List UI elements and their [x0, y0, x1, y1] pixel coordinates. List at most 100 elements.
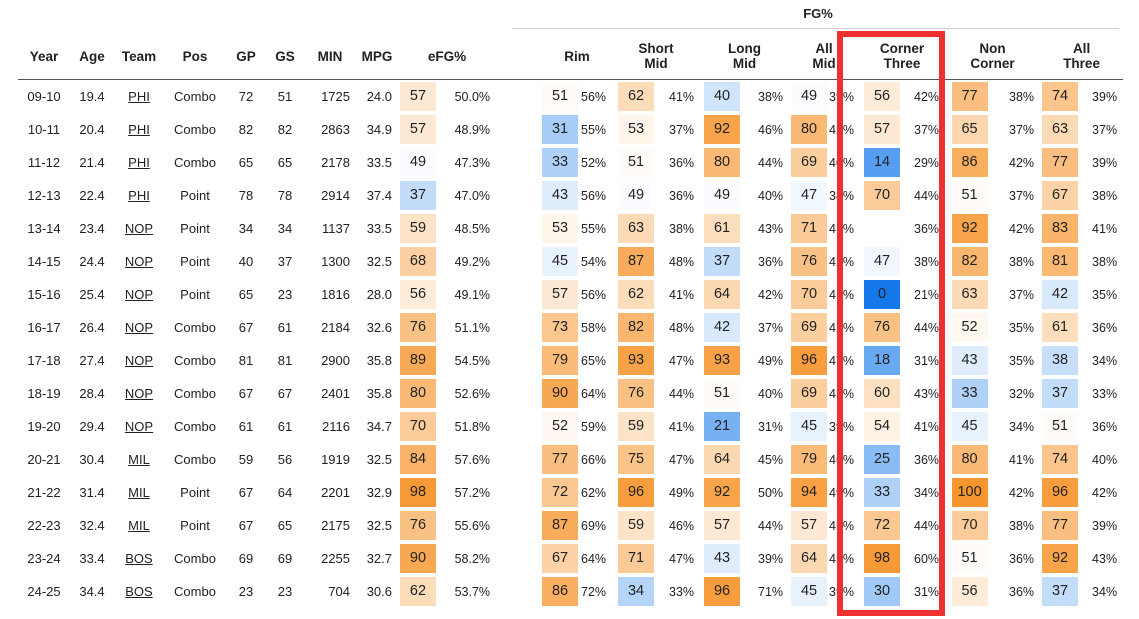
col-header-all-mid[interactable]: All Mid [789, 33, 859, 80]
cell-age: 26.4 [79, 320, 105, 335]
cell-short-mid-percentile: 62 [612, 278, 660, 311]
cell-corner-three-value: 44% [914, 188, 940, 203]
cell-efg-value: 49.1% [454, 287, 491, 302]
cell-rim-percentile: 67 [542, 542, 579, 575]
col-header-gs[interactable]: GS [275, 48, 295, 64]
cell-mpg: 32.5 [366, 254, 392, 269]
col-header-min[interactable]: MIN [317, 48, 343, 64]
col-header-non-corner[interactable]: Non Corner [945, 33, 1040, 80]
cell-team: PHI [114, 113, 164, 146]
cell-year: 09-10 [27, 89, 61, 104]
all-mid-percentile-value: 79 [791, 445, 828, 474]
col-header-year[interactable]: Year [29, 48, 59, 64]
cell-corner-three-percentile: 57 [859, 113, 905, 146]
col-header-long-mid[interactable]: Long Mid [700, 33, 789, 80]
cell-all-three-value: 42% [1092, 485, 1118, 500]
col-header-mpg[interactable]: MPG [361, 48, 393, 64]
table-row: 09-10 19.4 PHI Combo 72 51 1725 24.0 57 50.0% 51 56… [18, 80, 1123, 114]
col-header-age[interactable]: Age [79, 48, 105, 64]
cell-non-corner-value: 42% [1009, 155, 1035, 170]
col-header-gp[interactable]: GP [236, 48, 256, 64]
col-header-all-three[interactable]: All Three [1040, 33, 1123, 80]
cell-efg-value: 55.6% [454, 518, 491, 533]
cell-long-mid-percentile: 61 [700, 212, 744, 245]
player-shooting-table: Year Age Team Pos GP GS MIN MPG eFG% Rim… [18, 33, 1124, 608]
team-link[interactable]: NOP [124, 254, 154, 269]
cell-all-three-percentile: 74 [1040, 443, 1080, 476]
cell-team: PHI [114, 146, 164, 179]
cell-all-three-value: 36% [1092, 419, 1118, 434]
cell-team: MIL [114, 476, 164, 509]
team-link[interactable]: NOP [124, 353, 154, 368]
table-row: 15-16 25.4 NOP Point 65 23 1816 28.0 56 49.1% 57 56… [18, 278, 1123, 311]
cell-short-mid-percentile: 59 [612, 509, 660, 542]
cell-gp: 34 [238, 221, 254, 236]
corner-three-percentile-value: 56 [864, 82, 901, 111]
team-link[interactable]: PHI [128, 188, 150, 203]
cell-all-mid-percentile: 69 [789, 377, 829, 410]
cell-non-corner-percentile: 33 [945, 377, 994, 410]
cell-corner-three-value: 34% [914, 485, 940, 500]
col-header-short-mid[interactable]: Short Mid [612, 33, 700, 80]
cell-all-mid-percentile: 49 [789, 80, 829, 114]
cell-age: 21.4 [79, 155, 105, 170]
short-mid-percentile-value: 76 [618, 379, 655, 408]
col-header-all-three-line2: Three [1063, 56, 1100, 71]
team-link[interactable]: NOP [124, 287, 154, 302]
col-header-efg[interactable]: eFG% [427, 48, 467, 64]
cell-non-corner-value: 42% [1009, 485, 1035, 500]
cell-corner-three-value: 38% [914, 254, 940, 269]
cell-non-corner-value: 35% [1009, 320, 1035, 335]
cell-all-three-percentile: 51 [1040, 410, 1080, 443]
team-link[interactable]: NOP [124, 419, 154, 434]
cell-min: 2863 [321, 122, 350, 137]
team-link[interactable]: PHI [128, 122, 150, 137]
cell-min: 2401 [321, 386, 350, 401]
cell-team: MIL [114, 443, 164, 476]
team-link[interactable]: PHI [128, 155, 150, 170]
cell-non-corner-percentile: 45 [945, 410, 994, 443]
cell-all-mid-percentile: 94 [789, 476, 829, 509]
team-link[interactable]: MIL [128, 485, 150, 500]
cell-age: 34.4 [79, 584, 105, 599]
cell-non-corner-percentile: 80 [945, 443, 994, 476]
cell-gp: 67 [238, 518, 254, 533]
rim-percentile-value: 45 [542, 247, 579, 276]
team-link[interactable]: MIL [128, 452, 150, 467]
long-mid-percentile-value: 64 [704, 280, 741, 309]
team-link[interactable]: MIL [128, 518, 150, 533]
cell-min: 2914 [321, 188, 350, 203]
cell-rim-percentile: 33 [542, 146, 579, 179]
cell-year: 22-23 [27, 518, 61, 533]
team-link[interactable]: BOS [125, 584, 153, 599]
cell-all-mid-value: 40% [829, 155, 855, 170]
cell-non-corner-percentile: 51 [945, 179, 994, 212]
corner-three-percentile-value: 14 [864, 148, 901, 177]
long-mid-percentile-value: 42 [704, 313, 741, 342]
cell-gs: 56 [277, 452, 293, 467]
cell-all-three-value: 36% [1092, 320, 1118, 335]
cell-gp: 67 [238, 386, 254, 401]
long-mid-percentile-value: 61 [704, 214, 741, 243]
team-link[interactable]: NOP [124, 320, 154, 335]
col-header-rim[interactable]: Rim [564, 48, 590, 64]
rim-percentile-value: 79 [542, 346, 579, 375]
cell-all-mid-percentile: 45 [789, 410, 829, 443]
cell-all-mid-value: 49% [829, 485, 855, 500]
col-header-pos[interactable]: Pos [182, 48, 208, 64]
team-link[interactable]: NOP [124, 386, 154, 401]
cell-mpg: 33.5 [366, 155, 392, 170]
all-three-percentile-value: 74 [1042, 82, 1079, 111]
team-link[interactable]: PHI [128, 89, 150, 104]
spacer-cell [496, 179, 542, 212]
short-mid-percentile-value: 96 [618, 478, 655, 507]
all-mid-percentile-value: 69 [791, 148, 828, 177]
team-link[interactable]: BOS [125, 551, 153, 566]
cell-pos: Combo [174, 89, 216, 104]
all-mid-percentile-value: 49 [791, 82, 828, 111]
col-header-team[interactable]: Team [121, 48, 157, 64]
long-mid-percentile-value: 92 [704, 115, 741, 144]
team-link[interactable]: NOP [124, 221, 154, 236]
col-header-corner-three[interactable]: Corner Three [859, 33, 945, 80]
cell-min: 2900 [321, 353, 350, 368]
